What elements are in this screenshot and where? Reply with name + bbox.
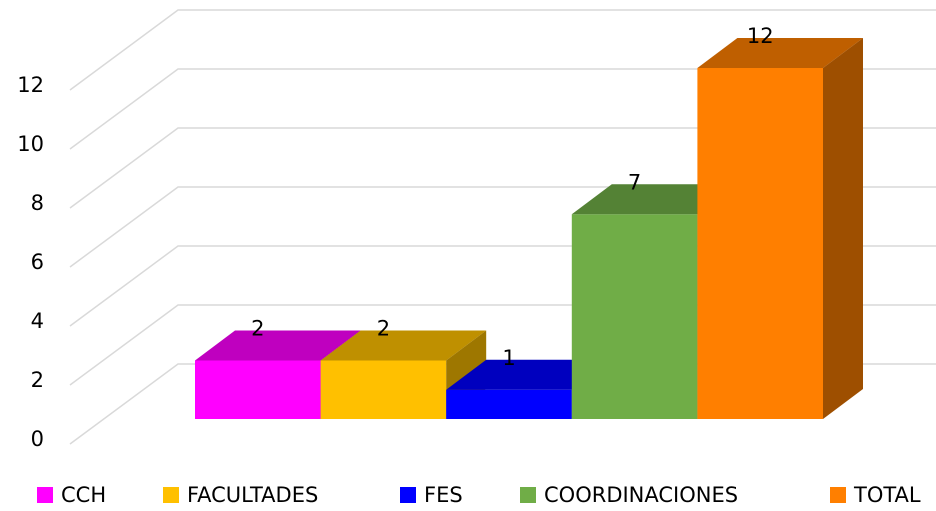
y-tick-label: 10 — [17, 132, 44, 156]
bar — [697, 68, 823, 419]
bar-top — [571, 184, 738, 215]
bar-top — [697, 38, 863, 68]
bar-side — [823, 38, 863, 419]
bar-top — [320, 330, 487, 361]
bar — [320, 360, 447, 419]
data-label: 7 — [628, 170, 641, 194]
legend-swatch — [400, 487, 416, 503]
data-label: 2 — [377, 317, 390, 341]
bar — [571, 214, 698, 419]
data-label: 12 — [747, 24, 774, 48]
legend-label: COORDINACIONES — [544, 483, 738, 507]
bar — [446, 389, 572, 419]
bar-top — [446, 359, 612, 390]
y-tick-label: 2 — [31, 368, 44, 392]
y-tick-label: 8 — [31, 191, 44, 215]
legend-label: FACULTADES — [187, 483, 318, 507]
y-tick-label: 12 — [17, 73, 44, 97]
grid-line — [69, 9, 936, 91]
y-tick-label: 4 — [31, 309, 44, 333]
legend-swatch — [830, 487, 846, 503]
y-tick-label: 0 — [31, 427, 44, 451]
y-tick-label: 6 — [31, 250, 44, 274]
legend-label: TOTAL — [853, 483, 921, 507]
grid-line — [69, 127, 936, 209]
bar-top — [195, 330, 361, 361]
legend-swatch — [163, 487, 179, 503]
legend-label: FES — [424, 483, 463, 507]
grid-line — [69, 68, 936, 150]
data-label: 2 — [251, 317, 264, 341]
legend-label: CCH — [61, 483, 106, 507]
legend-swatch — [520, 487, 536, 503]
bar — [195, 360, 321, 419]
legend-swatch — [37, 487, 53, 503]
data-label: 1 — [502, 346, 515, 370]
